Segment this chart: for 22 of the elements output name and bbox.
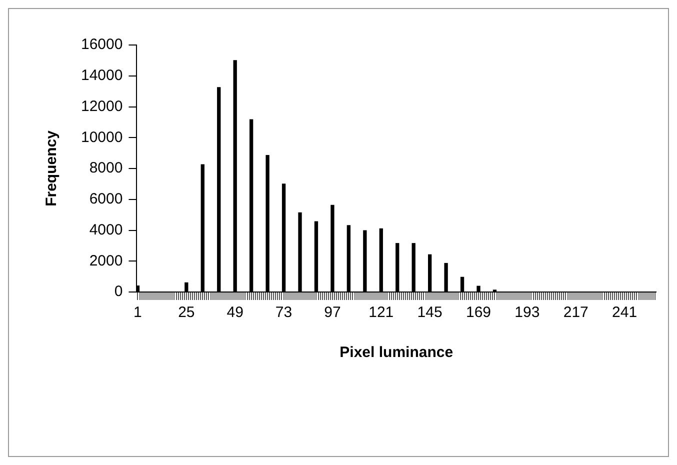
y-tick-label: 2000 [89, 252, 123, 270]
x-tick-label: 25 [178, 304, 195, 322]
x-tick-label: 73 [275, 304, 292, 322]
y-tick-label: 6000 [89, 190, 123, 208]
y-tick-label: 16000 [80, 36, 123, 54]
y-tick-label: 8000 [89, 160, 123, 177]
x-tick-label: 1 [134, 304, 142, 322]
x-tick-label: 169 [466, 304, 492, 322]
x-tick-label: 145 [417, 304, 442, 322]
x-tick-label: 97 [324, 304, 341, 322]
y-tick-label: 12000 [80, 98, 123, 115]
x-tick-label: 217 [563, 304, 588, 322]
y-tick-label: 4000 [89, 221, 123, 238]
x-tick-label: 193 [514, 304, 540, 322]
x-tick-label: 49 [226, 304, 244, 322]
x-tick-label: 121 [368, 304, 394, 322]
y-axis-title: Frequency [43, 130, 60, 206]
y-tick-label: 0 [114, 283, 123, 300]
y-tick-label: 10000 [80, 128, 123, 146]
x-tick-label: 241 [612, 304, 638, 322]
x-axis-title: Pixel luminance [340, 344, 454, 362]
y-tick-label: 14000 [80, 67, 123, 84]
